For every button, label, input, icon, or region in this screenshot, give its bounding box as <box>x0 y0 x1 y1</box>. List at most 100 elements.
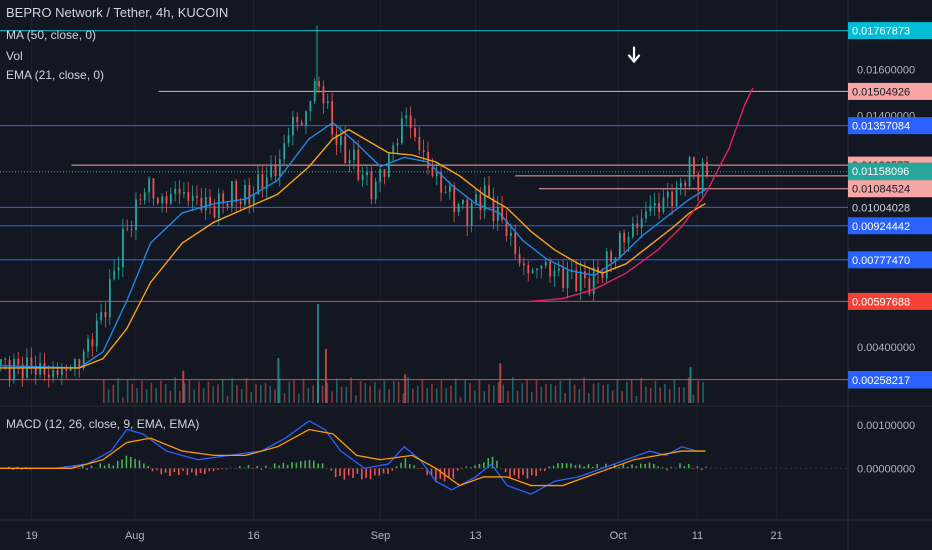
volume-bar <box>621 391 623 403</box>
macd-histogram-bar <box>278 465 280 469</box>
volume-bar <box>511 377 514 403</box>
macd-histogram-bar <box>330 468 333 471</box>
volume-bar <box>573 384 576 403</box>
candle-body <box>518 253 521 264</box>
volume-bar <box>221 380 224 403</box>
macd-signal-line[interactable] <box>0 428 706 487</box>
volume-bar <box>683 387 685 403</box>
chart-title: BEPRO Network / Tether, 4h, KUCOIN <box>6 5 229 20</box>
macd-histogram-bar <box>190 468 193 473</box>
candle-body <box>509 232 512 237</box>
ema-legend[interactable]: EMA (21, close, 0) <box>6 68 105 82</box>
candle-body <box>78 359 81 368</box>
candle-body <box>165 196 168 204</box>
price-label-bg-0 <box>848 22 932 40</box>
macd-histogram-bar <box>605 463 607 469</box>
macd-histogram-bar <box>147 465 150 469</box>
candle-body <box>200 197 203 211</box>
candle-body <box>8 359 11 381</box>
macd-histogram-bar <box>517 468 520 479</box>
ma-legend[interactable]: MA (50, close, 0) <box>6 28 97 42</box>
candle-body <box>370 171 373 200</box>
time-tick-5: Oct <box>610 530 627 542</box>
price-label-1: 0.01504926 <box>852 86 910 98</box>
candle-body <box>278 159 281 177</box>
macd-histogram-bar <box>696 466 699 469</box>
ema-line[interactable] <box>0 128 706 369</box>
ma-line[interactable] <box>0 121 706 369</box>
candle-body <box>579 271 582 292</box>
macd-histogram-bar <box>435 468 437 483</box>
macd-histogram-bar <box>687 464 690 469</box>
macd-histogram-bar <box>352 468 354 478</box>
volume-bar <box>183 383 186 403</box>
macd-histogram-bar <box>544 468 546 471</box>
macd-histogram-bar <box>504 468 507 473</box>
cup-arc-drawing[interactable] <box>530 87 754 303</box>
volume-bar <box>407 377 409 403</box>
macd-histogram-bar <box>356 468 359 474</box>
macd-histogram-bar <box>125 455 128 469</box>
macd-histogram-bar <box>156 468 158 471</box>
candle-body <box>213 205 216 218</box>
candle-body <box>13 358 15 381</box>
candle-body <box>649 205 652 212</box>
candle-body <box>87 339 89 352</box>
candle-body <box>91 339 94 347</box>
volume-bar <box>150 382 153 403</box>
volume-legend[interactable]: Vol <box>6 49 23 63</box>
candle-body <box>265 177 268 190</box>
macd-histogram-bar <box>565 463 568 469</box>
candle-body <box>544 262 547 266</box>
macd-histogram-bar <box>164 468 167 473</box>
candle-body <box>52 370 55 378</box>
macd-histogram-bar <box>557 463 559 469</box>
volume-spike-4 <box>689 367 692 403</box>
candle-body <box>152 178 155 199</box>
candle-body <box>462 199 464 205</box>
candle-body <box>126 228 129 230</box>
macd-histogram-bar <box>483 462 485 469</box>
volume-bar <box>597 382 600 403</box>
price-label-7: 0.00924442 <box>852 221 910 233</box>
candle-body <box>488 185 490 198</box>
volume-bar <box>212 386 214 403</box>
macd-histogram-bar <box>99 463 102 469</box>
volume-bar <box>255 384 257 403</box>
candle-body <box>348 160 351 163</box>
volume-bar <box>550 384 552 403</box>
volume-bar <box>502 384 505 403</box>
price-label-4: 0.01158096 <box>852 166 909 178</box>
macd-tick-1: 0.00000000 <box>857 463 915 475</box>
volume-bar <box>336 378 338 403</box>
price-label-bg-11 <box>848 371 932 389</box>
macd-histogram-bar <box>378 468 381 476</box>
volume-bar <box>588 392 590 403</box>
volume-bar <box>103 379 105 403</box>
macd-legend[interactable]: MACD (12, 26, close, 9, EMA, EMA) <box>6 417 200 431</box>
volume-bar <box>678 386 680 403</box>
volume-bar <box>355 395 357 403</box>
volume-bar <box>435 388 438 403</box>
macd-histogram-bar <box>622 463 625 469</box>
candle-body <box>82 351 85 368</box>
macd-line[interactable] <box>0 420 706 495</box>
macd-histogram-bar <box>653 463 655 469</box>
candle-body <box>169 193 172 204</box>
time-tick-0: 19 <box>26 530 38 542</box>
candle-body <box>636 223 639 228</box>
macd-histogram-bar <box>365 468 367 479</box>
down-arrow-icon[interactable] <box>627 46 641 64</box>
macd-histogram-bar <box>448 468 450 478</box>
volume-bar <box>164 383 167 403</box>
volume-bar <box>274 389 276 403</box>
volume-bar <box>340 386 343 403</box>
candle-body <box>231 181 233 207</box>
macd-histogram-bar <box>212 468 215 472</box>
volume-bar <box>331 391 333 403</box>
macd-histogram-bar <box>369 468 372 480</box>
candle-body <box>549 262 552 277</box>
candle-body <box>688 157 691 187</box>
volume-bar <box>497 382 500 403</box>
